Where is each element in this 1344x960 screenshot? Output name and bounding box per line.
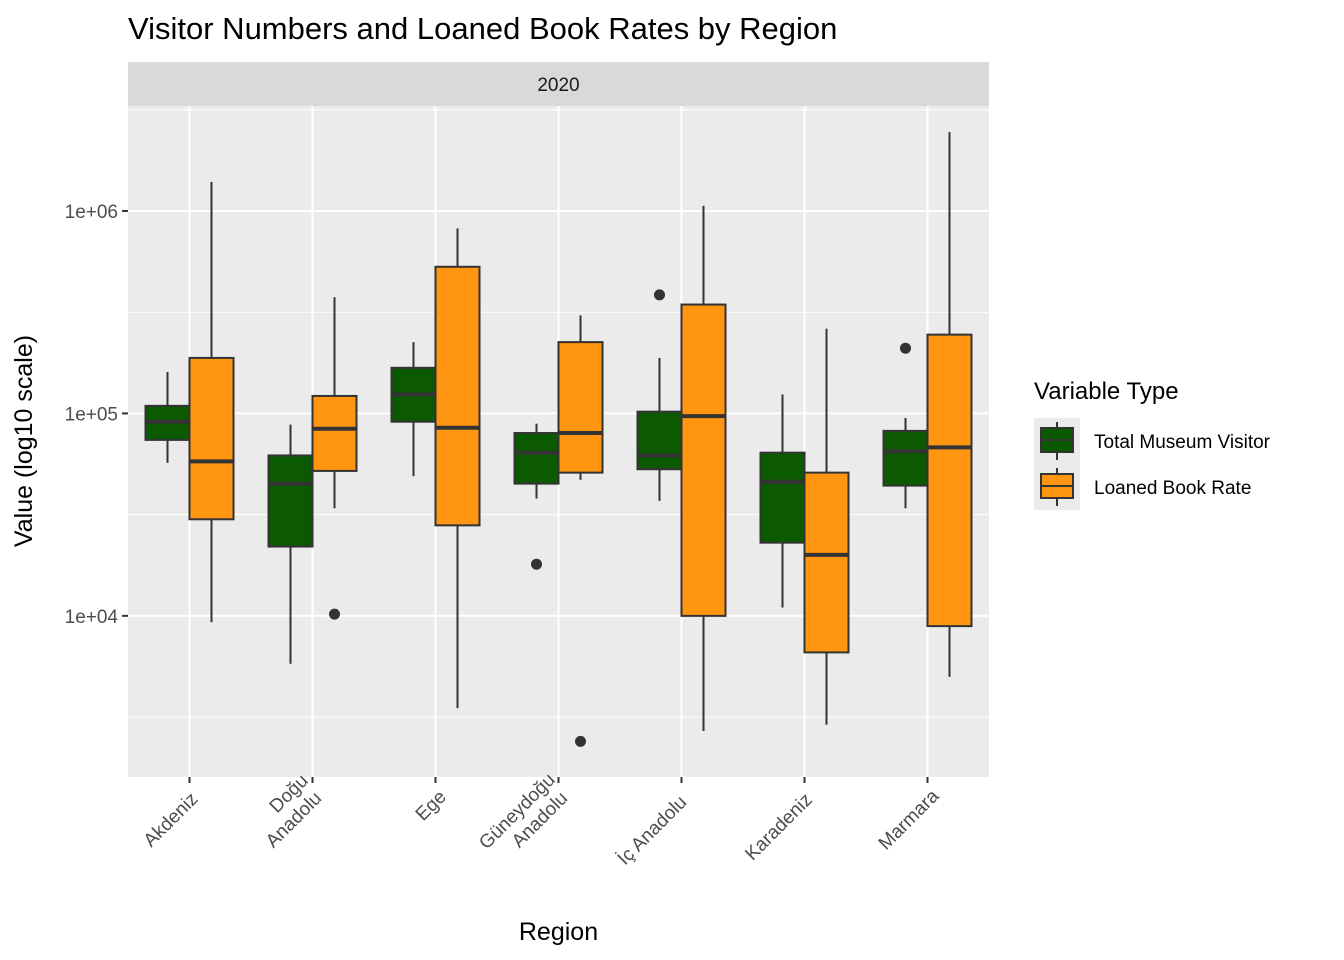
box-loaned-book-rate xyxy=(557,315,604,747)
outlier-point xyxy=(531,558,542,570)
box-total-museum-visitor xyxy=(882,342,929,509)
chart-title: Visitor Numbers and Loaned Book Rates by… xyxy=(128,11,837,46)
box-loaned-book-rate xyxy=(434,228,481,709)
box-iqr xyxy=(926,333,973,628)
legend-key-total-museum-visitor xyxy=(1034,418,1080,464)
y-tick-label: 1e+05 xyxy=(65,404,118,425)
box-iqr xyxy=(311,394,358,472)
box-iqr xyxy=(680,303,727,617)
legend: Variable Type Total Museum Visitor Loaned… xyxy=(1034,378,1271,510)
y-tick-label: 1e+06 xyxy=(65,202,118,223)
box-iqr xyxy=(636,410,683,471)
x-tick-label: GüneydoğuAnadolu xyxy=(475,769,575,869)
x-tick-label: Marmara xyxy=(875,786,944,855)
box-total-museum-visitor xyxy=(759,394,806,608)
box-iqr xyxy=(557,341,604,474)
box-total-museum-visitor xyxy=(144,372,191,463)
box-loaned-book-rate xyxy=(926,132,973,677)
box-layer xyxy=(144,132,973,747)
box-iqr xyxy=(434,265,481,527)
outlier-point xyxy=(575,735,586,747)
x-tick-label: Karadeniz xyxy=(741,789,816,864)
box-total-museum-visitor xyxy=(513,423,560,570)
x-tick-label-line: Marmara xyxy=(875,786,944,855)
x-axis-title: Region xyxy=(519,918,598,946)
box-iqr xyxy=(882,429,929,487)
box-iqr xyxy=(759,451,806,544)
y-axis-title: Value (log10 scale) xyxy=(10,335,38,547)
box-loaned-book-rate xyxy=(680,205,727,731)
outlier-point xyxy=(329,608,340,620)
box-iqr xyxy=(513,432,560,485)
box-loaned-book-rate xyxy=(803,328,850,725)
box-total-museum-visitor xyxy=(390,342,437,477)
box-iqr xyxy=(803,471,850,654)
box-total-museum-visitor xyxy=(267,424,314,664)
x-tick-label: İç Anadolu xyxy=(614,792,692,870)
x-tick-label: Ege xyxy=(412,787,451,826)
legend-title: Variable Type xyxy=(1034,378,1179,405)
facet-strip xyxy=(128,62,989,106)
box-total-museum-visitor xyxy=(636,289,683,501)
x-tick-label-line: Karadeniz xyxy=(741,789,816,864)
x-tick-label: Akdeniz xyxy=(140,789,203,852)
legend-label: Loaned Book Rate xyxy=(1094,478,1251,499)
x-tick-label-line: İç Anadolu xyxy=(614,792,692,870)
box-loaned-book-rate xyxy=(311,297,358,620)
x-tick-label: DoğuAnadolu xyxy=(246,770,328,852)
outlier-point xyxy=(654,289,665,301)
legend-label: Total Museum Visitor xyxy=(1094,432,1271,453)
x-tick-label-line: Akdeniz xyxy=(140,789,203,852)
y-tick-label: 1e+04 xyxy=(65,607,119,628)
x-tick-label-line: Ege xyxy=(412,787,451,826)
outlier-point xyxy=(900,342,911,354)
box-iqr xyxy=(267,454,314,548)
box-loaned-book-rate xyxy=(188,182,235,623)
legend-key-loaned-book-rate xyxy=(1034,464,1080,510)
facet-strip-label: 2020 xyxy=(537,75,579,96)
box-iqr xyxy=(188,356,235,521)
